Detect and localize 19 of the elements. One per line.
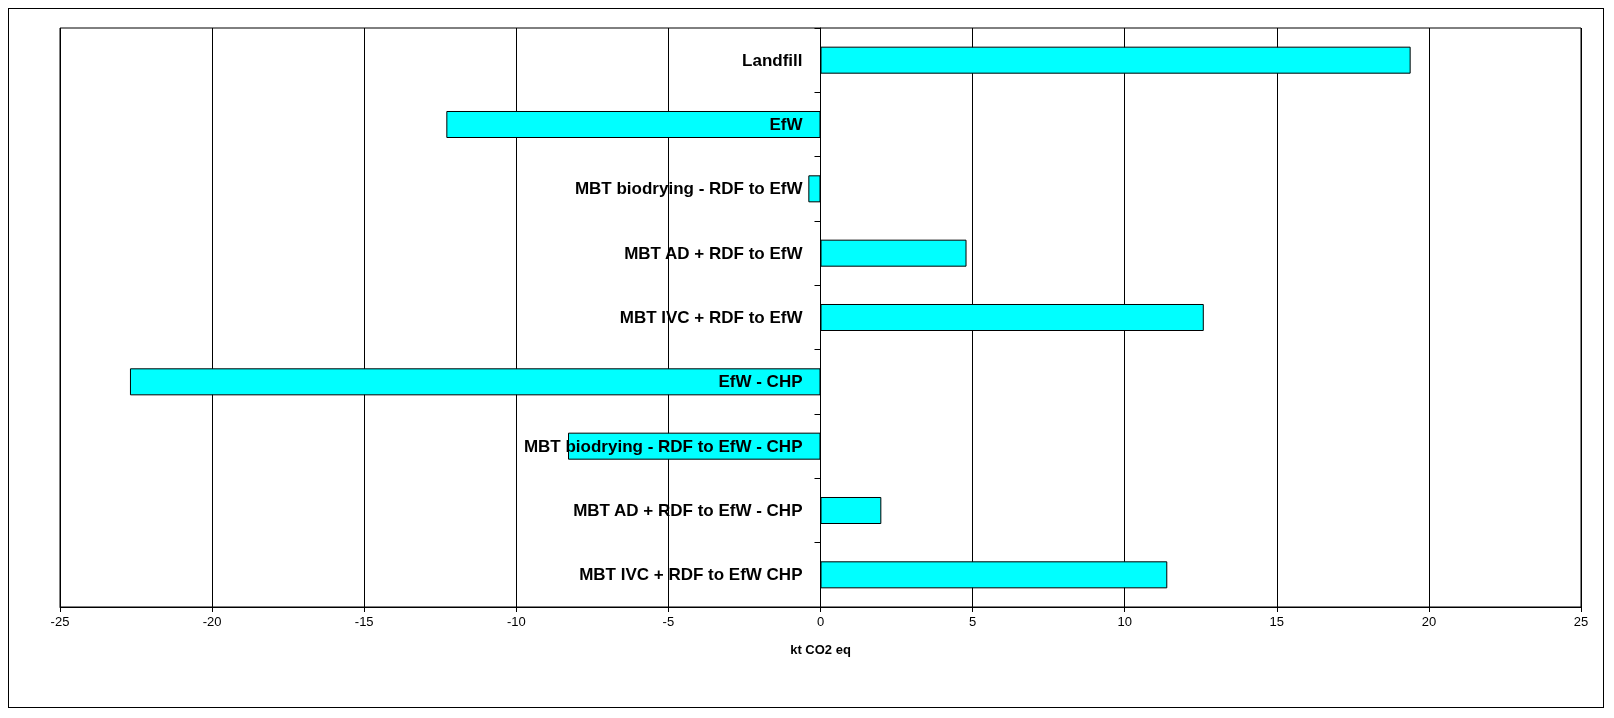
- y-tick-label: MBT IVC + RDF to EfW CHP: [579, 565, 803, 585]
- y-tick-label: EfW - CHP: [718, 372, 803, 392]
- x-tick-label: 5: [968, 614, 977, 629]
- y-tick-label: EfW: [769, 115, 804, 134]
- y-tick-label: Landfill: [742, 50, 803, 70]
- x-tick-label: 25: [1573, 614, 1589, 629]
- bar: [808, 175, 821, 203]
- bar: [820, 496, 882, 525]
- x-tick-label: -20: [202, 614, 222, 629]
- x-tick-label: 15: [1269, 614, 1285, 629]
- bar: [820, 239, 967, 267]
- x-tick-label: -25: [50, 614, 70, 629]
- x-tick-label: -10: [506, 614, 526, 629]
- x-axis-title: kt CO2 eq: [790, 642, 851, 657]
- x-tick-label: 10: [1117, 614, 1132, 629]
- x-tick-label: -15: [354, 614, 374, 629]
- x-tick-label: 0: [816, 614, 825, 629]
- x-tick-label: -5: [662, 614, 675, 629]
- x-tick-label: 20: [1421, 614, 1437, 629]
